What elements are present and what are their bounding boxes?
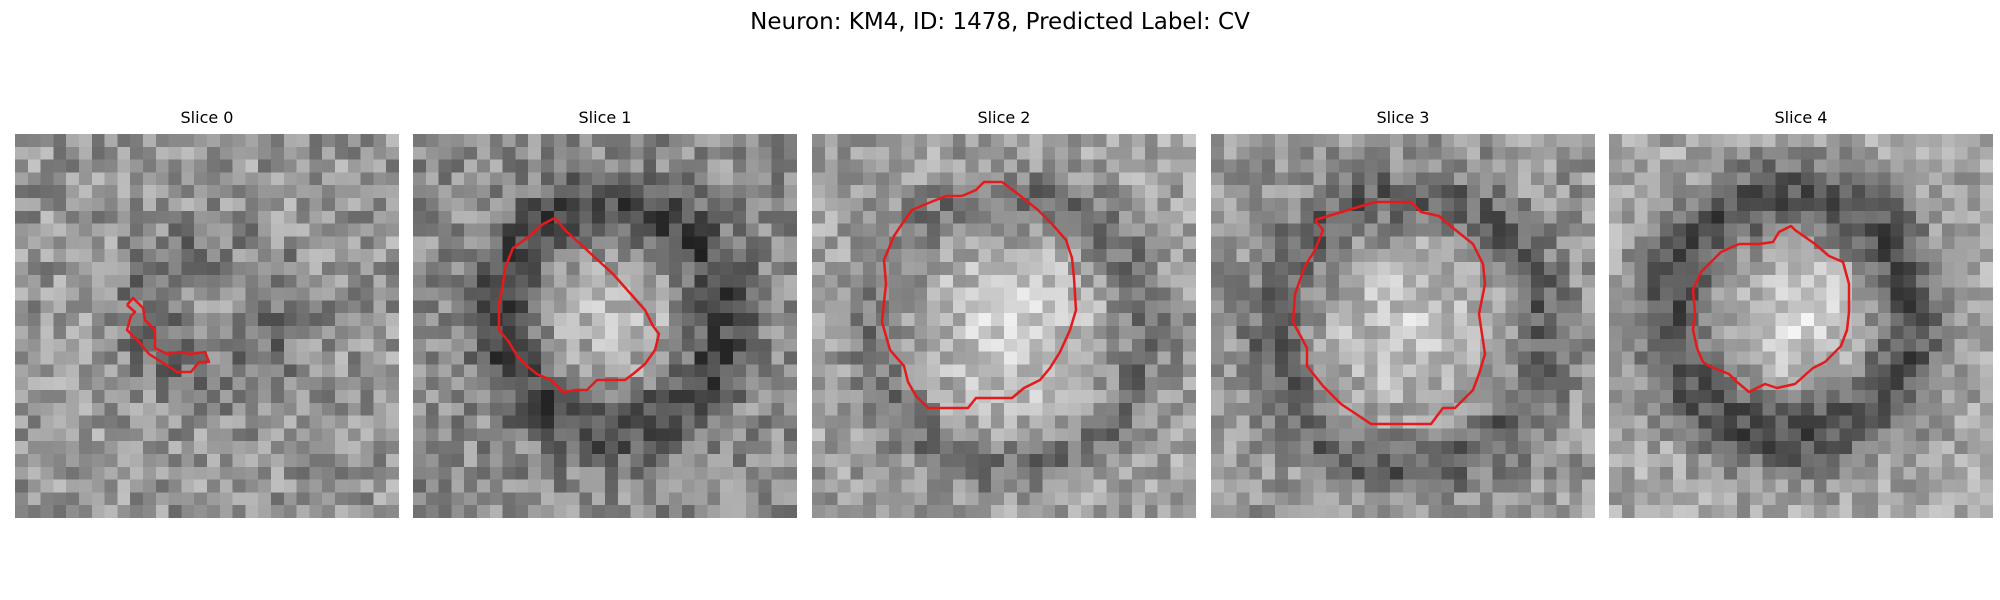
segmentation-contour xyxy=(880,180,1078,410)
grayscale-image xyxy=(812,134,1196,518)
segmentation-contour xyxy=(1691,224,1851,394)
slice-title: Slice 3 xyxy=(1376,108,1430,127)
slice-panel-3: Slice 3 xyxy=(1211,108,1595,518)
segmentation-contour xyxy=(1291,200,1487,426)
slice-panel-1: Slice 1 xyxy=(413,108,797,518)
segmentation-contour xyxy=(125,296,211,374)
slice-image xyxy=(1211,134,1595,518)
slice-title: Slice 1 xyxy=(578,108,632,127)
slice-panel-4: Slice 4 xyxy=(1609,108,1993,518)
slice-title: Slice 2 xyxy=(977,108,1031,127)
grayscale-image xyxy=(1211,134,1595,518)
slice-image xyxy=(15,134,399,518)
slice-panel-2: Slice 2 xyxy=(812,108,1196,518)
slice-panel-0: Slice 0 xyxy=(15,108,399,518)
grayscale-image xyxy=(15,134,399,518)
slice-title: Slice 0 xyxy=(180,108,234,127)
slice-image xyxy=(413,134,797,518)
slice-image xyxy=(1609,134,1993,518)
grayscale-image xyxy=(413,134,797,518)
slice-image xyxy=(812,134,1196,518)
figure-title: Neuron: KM4, ID: 1478, Predicted Label: … xyxy=(750,9,1250,35)
slice-title: Slice 4 xyxy=(1774,108,1828,127)
grayscale-image xyxy=(1609,134,1993,518)
segmentation-contour xyxy=(497,216,661,394)
